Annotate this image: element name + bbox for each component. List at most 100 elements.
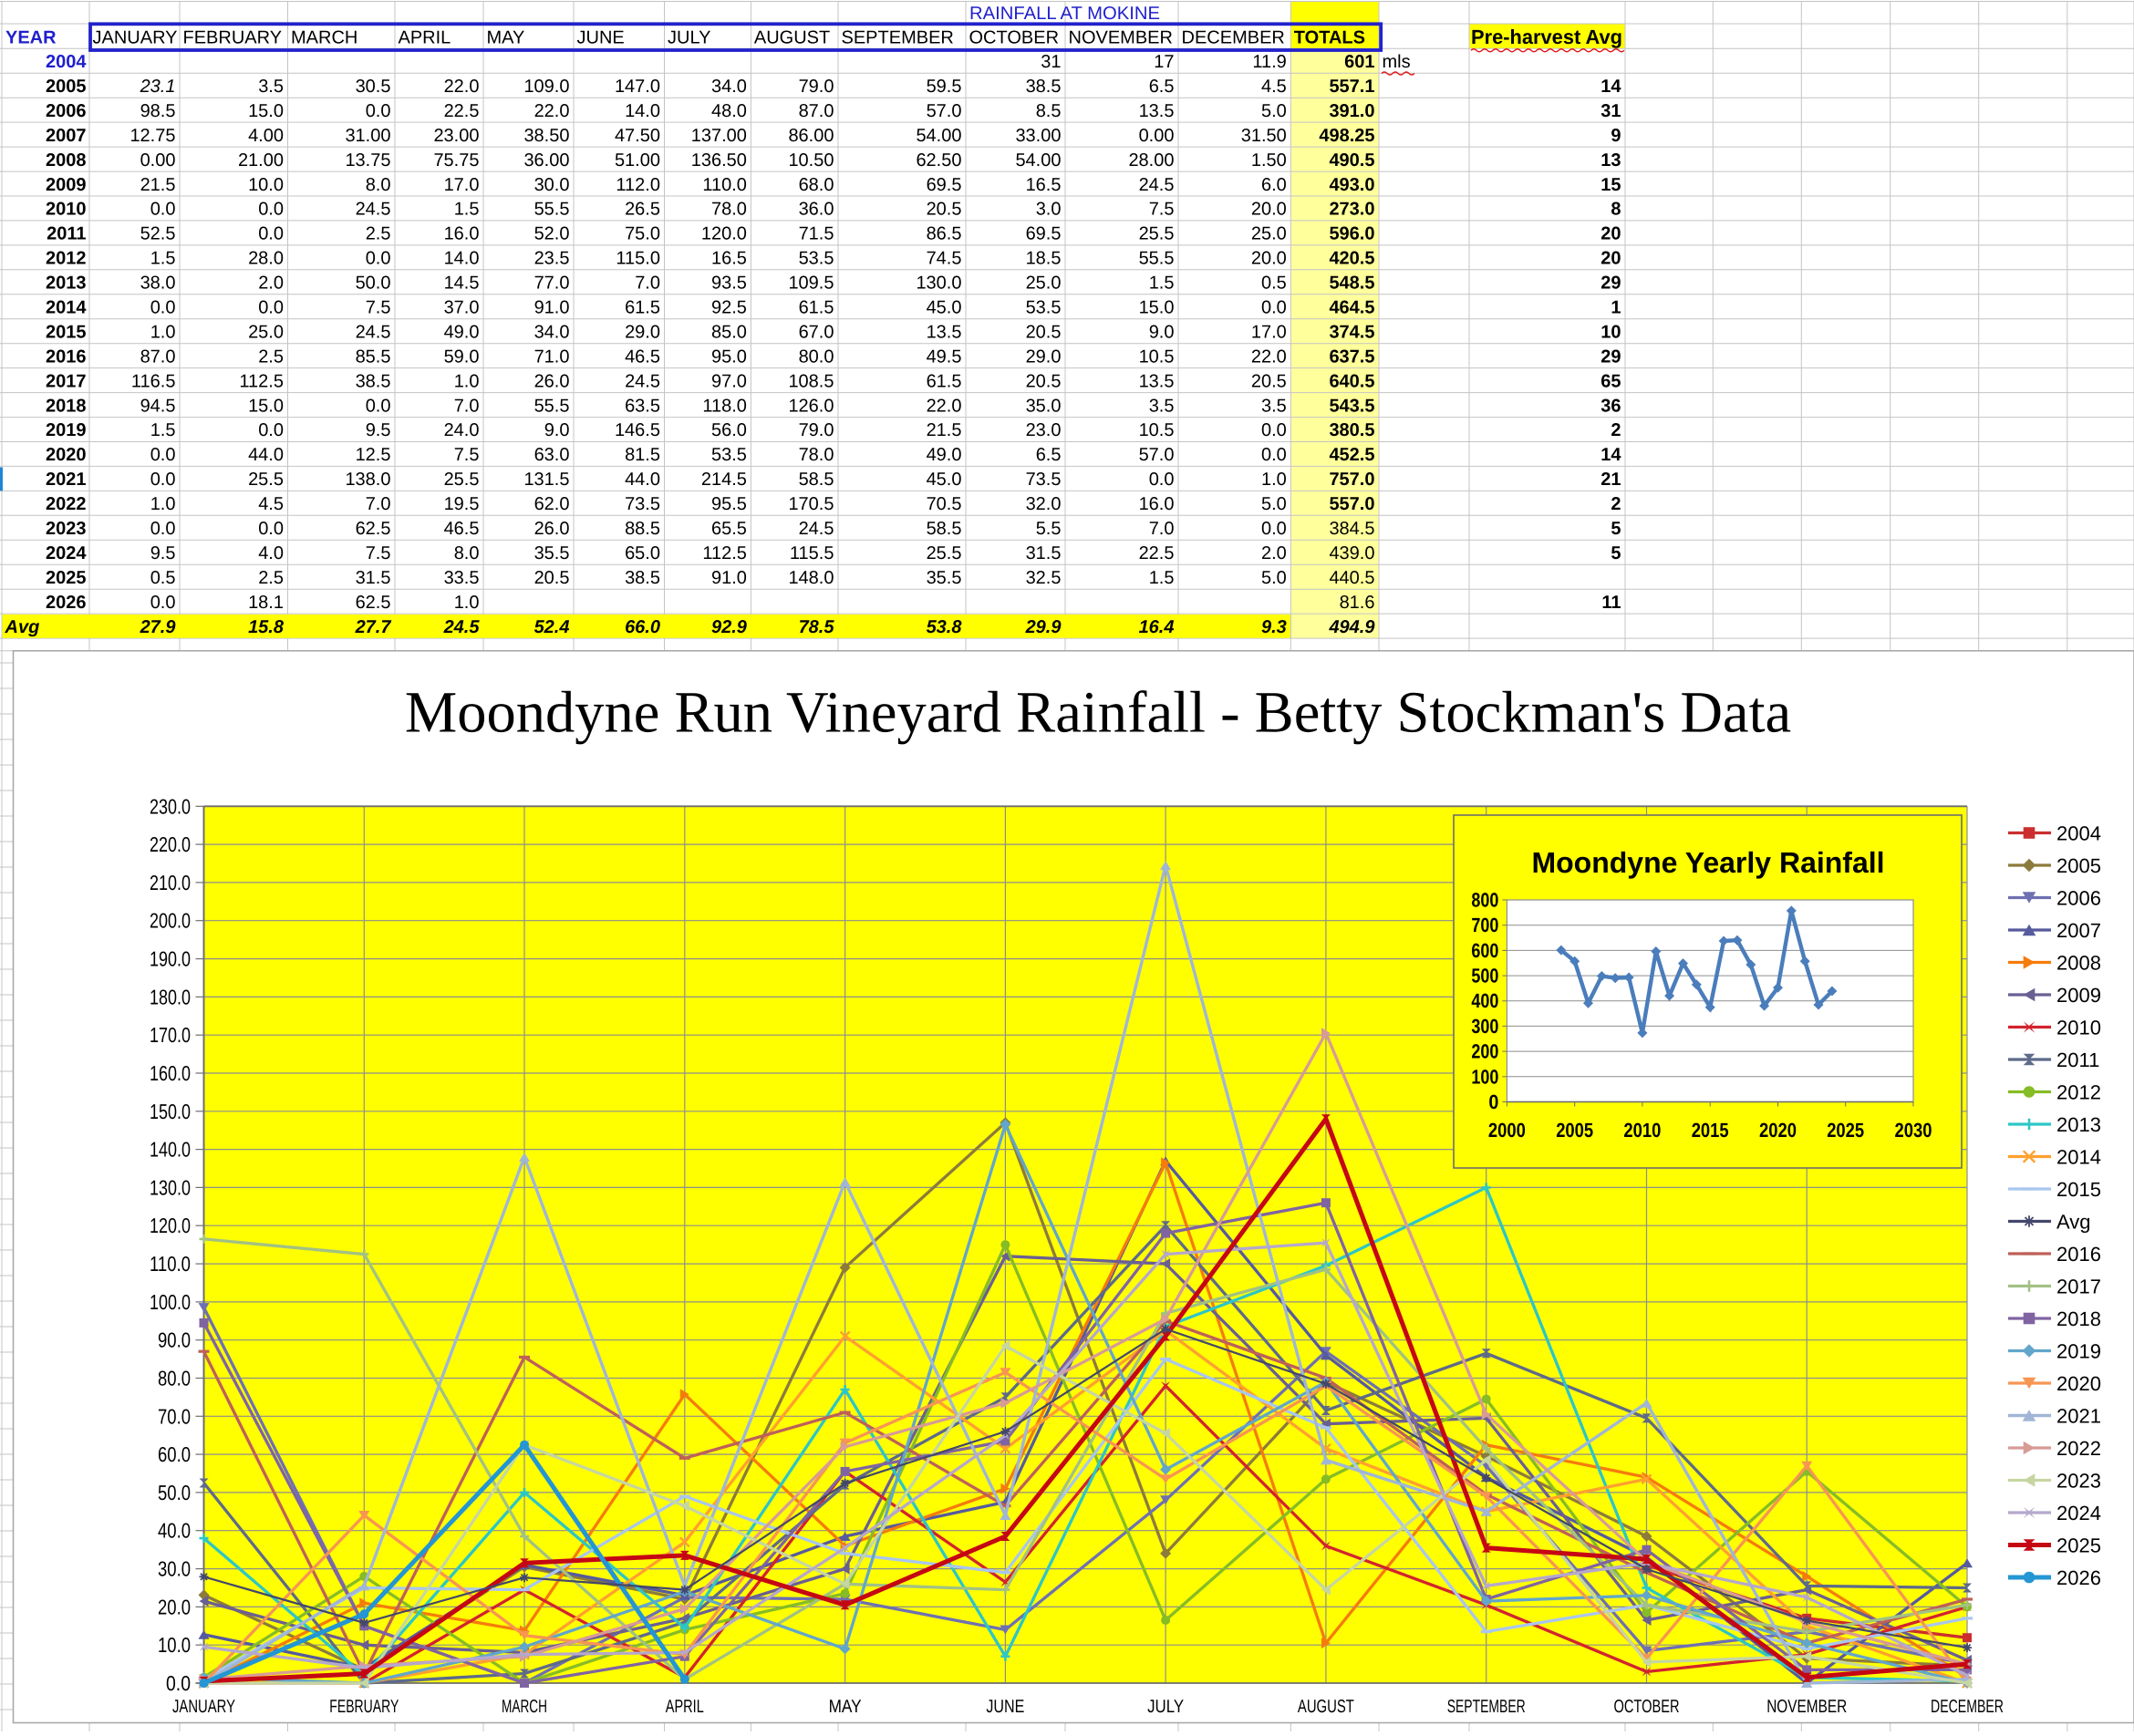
svg-text:29: 29 bbox=[1600, 274, 1621, 294]
svg-text:73.5: 73.5 bbox=[625, 494, 660, 514]
svg-text:4.0: 4.0 bbox=[258, 543, 284, 563]
svg-text:130.0: 130.0 bbox=[150, 1175, 191, 1199]
svg-text:148.0: 148.0 bbox=[788, 568, 834, 588]
svg-text:1.5: 1.5 bbox=[1149, 568, 1175, 588]
svg-text:NOVEMBER: NOVEMBER bbox=[1766, 1697, 1847, 1717]
svg-text:3.5: 3.5 bbox=[1261, 396, 1287, 416]
svg-text:50.0: 50.0 bbox=[158, 1481, 191, 1504]
svg-text:RAINFALL AT MOKINE: RAINFALL AT MOKINE bbox=[969, 4, 1160, 24]
svg-text:14: 14 bbox=[1600, 77, 1621, 97]
svg-text:73.5: 73.5 bbox=[1026, 470, 1062, 490]
svg-text:24.5: 24.5 bbox=[443, 617, 481, 637]
svg-text:31: 31 bbox=[1600, 101, 1621, 121]
svg-text:110.0: 110.0 bbox=[150, 1252, 191, 1276]
svg-text:46.5: 46.5 bbox=[625, 346, 660, 367]
svg-text:20.5: 20.5 bbox=[1026, 322, 1062, 342]
svg-text:49.5: 49.5 bbox=[927, 346, 962, 367]
svg-text:29.0: 29.0 bbox=[625, 322, 660, 342]
svg-text:95.0: 95.0 bbox=[711, 346, 747, 367]
svg-text:2006: 2006 bbox=[46, 101, 87, 121]
svg-text:20: 20 bbox=[1600, 249, 1621, 269]
svg-text:118.0: 118.0 bbox=[702, 396, 747, 416]
svg-text:25.0: 25.0 bbox=[1026, 274, 1062, 294]
svg-text:220.0: 220.0 bbox=[150, 832, 191, 856]
svg-text:40.0: 40.0 bbox=[158, 1519, 191, 1543]
svg-text:214.5: 214.5 bbox=[701, 470, 747, 490]
svg-text:30.5: 30.5 bbox=[356, 77, 391, 97]
svg-text:53.5: 53.5 bbox=[711, 445, 747, 465]
svg-text:69.5: 69.5 bbox=[1026, 224, 1062, 244]
svg-text:MAY: MAY bbox=[829, 1697, 862, 1717]
svg-text:2014: 2014 bbox=[2056, 1145, 2101, 1168]
svg-text:2030: 2030 bbox=[1895, 1119, 1932, 1142]
svg-text:2008: 2008 bbox=[46, 150, 87, 170]
svg-text:56.0: 56.0 bbox=[711, 420, 747, 440]
svg-text:6.5: 6.5 bbox=[1036, 445, 1062, 465]
svg-text:23.00: 23.00 bbox=[433, 126, 479, 146]
svg-text:78.0: 78.0 bbox=[799, 445, 834, 465]
svg-text:25.0: 25.0 bbox=[1251, 224, 1287, 244]
svg-text:25.5: 25.5 bbox=[248, 470, 284, 490]
svg-text:JUNE: JUNE bbox=[577, 27, 625, 47]
svg-text:23.5: 23.5 bbox=[534, 249, 570, 269]
svg-text:5.0: 5.0 bbox=[1261, 568, 1287, 588]
svg-text:2.0: 2.0 bbox=[1261, 543, 1287, 563]
svg-text:2012: 2012 bbox=[46, 249, 87, 269]
svg-text:81.5: 81.5 bbox=[625, 445, 660, 465]
svg-text:Pre-harvest Avg: Pre-harvest Avg bbox=[1471, 26, 1622, 48]
svg-text:24.5: 24.5 bbox=[356, 322, 391, 342]
svg-text:15.0: 15.0 bbox=[1139, 298, 1175, 318]
svg-text:100.0: 100.0 bbox=[150, 1290, 191, 1314]
svg-text:65: 65 bbox=[1600, 371, 1621, 391]
svg-text:0.0: 0.0 bbox=[366, 396, 391, 416]
svg-text:2005: 2005 bbox=[2056, 854, 2101, 877]
svg-text:19.5: 19.5 bbox=[444, 494, 480, 514]
svg-text:93.5: 93.5 bbox=[711, 274, 747, 294]
svg-text:2008: 2008 bbox=[2056, 951, 2101, 974]
svg-text:115.5: 115.5 bbox=[790, 543, 834, 563]
svg-text:391.0: 391.0 bbox=[1329, 101, 1374, 121]
svg-text:1.5: 1.5 bbox=[150, 420, 176, 440]
svg-text:16.5: 16.5 bbox=[1026, 175, 1062, 195]
svg-text:10.5: 10.5 bbox=[1139, 420, 1175, 440]
svg-text:57.0: 57.0 bbox=[927, 101, 962, 121]
svg-text:35.5: 35.5 bbox=[927, 568, 962, 588]
svg-text:Moondyne Run Vineyard Rainfall: Moondyne Run Vineyard Rainfall - Betty S… bbox=[405, 680, 1791, 745]
svg-text:24.5: 24.5 bbox=[799, 519, 834, 539]
svg-text:0.0: 0.0 bbox=[150, 445, 176, 465]
svg-text:2011: 2011 bbox=[2056, 1049, 2099, 1071]
svg-text:2022: 2022 bbox=[2056, 1437, 2101, 1460]
svg-text:150.0: 150.0 bbox=[150, 1100, 191, 1123]
svg-text:0.0: 0.0 bbox=[150, 200, 176, 220]
svg-text:0.0: 0.0 bbox=[258, 420, 284, 440]
svg-text:2026: 2026 bbox=[2056, 1566, 2101, 1589]
svg-text:NOVEMBER: NOVEMBER bbox=[1069, 27, 1173, 47]
svg-text:596.0: 596.0 bbox=[1329, 224, 1374, 244]
svg-text:2015: 2015 bbox=[1692, 1119, 1729, 1142]
svg-text:74.5: 74.5 bbox=[927, 249, 962, 269]
svg-text:31.5: 31.5 bbox=[356, 568, 391, 588]
svg-text:62.50: 62.50 bbox=[916, 150, 961, 170]
svg-text:1.0: 1.0 bbox=[150, 322, 176, 342]
svg-text:50.0: 50.0 bbox=[356, 274, 391, 294]
svg-text:2000: 2000 bbox=[1488, 1119, 1526, 1142]
svg-text:170.5: 170.5 bbox=[788, 494, 834, 514]
svg-text:30.0: 30.0 bbox=[158, 1557, 191, 1581]
svg-text:32.5: 32.5 bbox=[1026, 568, 1062, 588]
svg-text:494.9: 494.9 bbox=[1328, 617, 1375, 637]
svg-text:0.0: 0.0 bbox=[366, 249, 391, 269]
svg-text:23.1: 23.1 bbox=[140, 77, 176, 97]
svg-text:63.0: 63.0 bbox=[534, 445, 570, 465]
svg-text:20.5: 20.5 bbox=[1251, 371, 1287, 391]
svg-text:OCTOBER: OCTOBER bbox=[969, 27, 1060, 47]
svg-text:4.5: 4.5 bbox=[258, 494, 284, 514]
svg-text:38.50: 38.50 bbox=[523, 126, 569, 146]
svg-text:61.5: 61.5 bbox=[927, 371, 962, 391]
svg-text:51.00: 51.00 bbox=[615, 150, 660, 170]
svg-text:TOTALS: TOTALS bbox=[1294, 27, 1365, 47]
svg-text:85.0: 85.0 bbox=[711, 322, 747, 342]
svg-text:2015: 2015 bbox=[46, 322, 87, 342]
svg-text:2019: 2019 bbox=[46, 420, 87, 440]
svg-text:JULY: JULY bbox=[1147, 1697, 1184, 1717]
svg-text:0.5: 0.5 bbox=[150, 568, 176, 588]
